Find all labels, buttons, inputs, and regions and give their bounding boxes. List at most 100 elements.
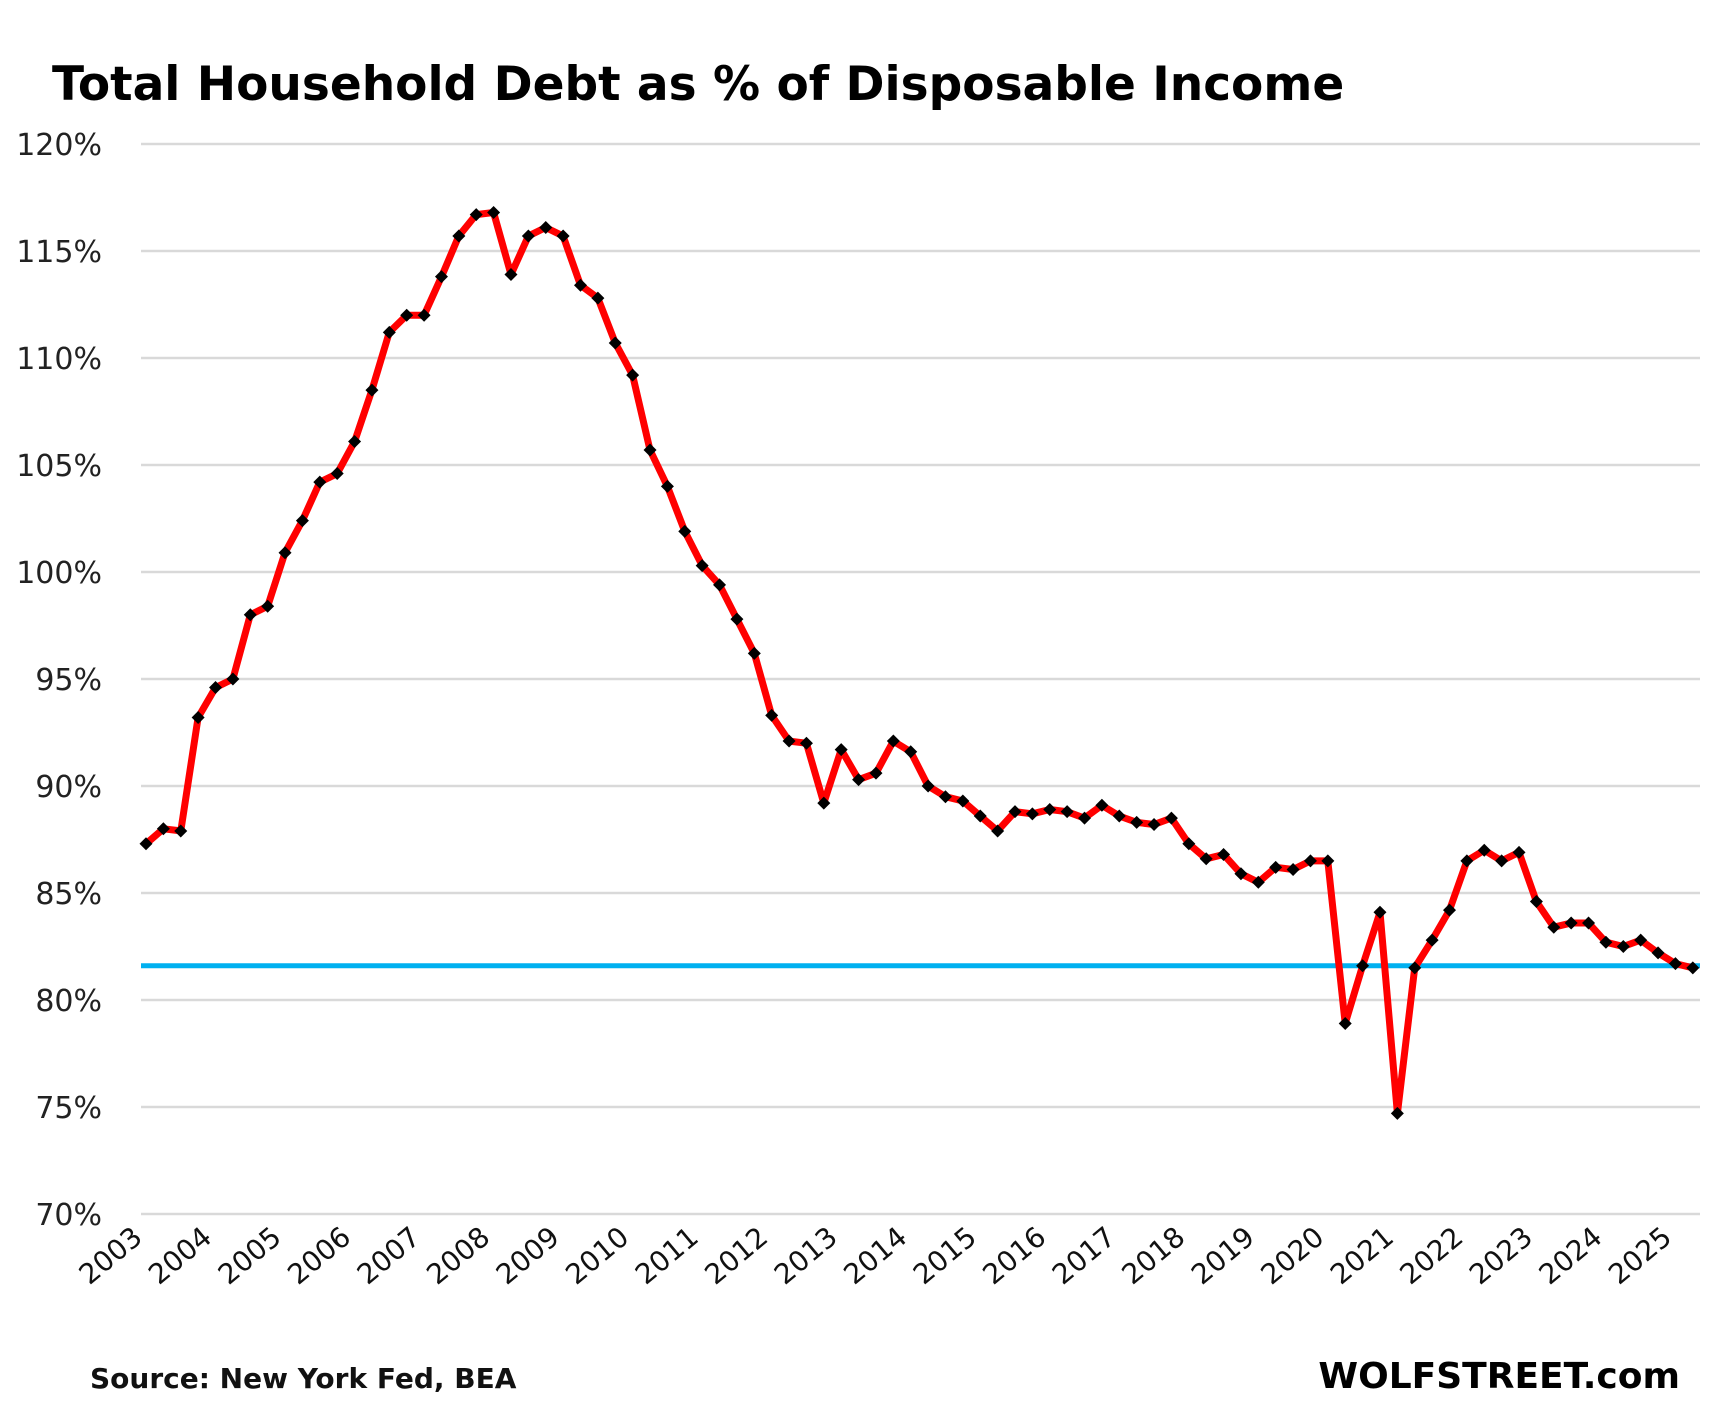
x-tick-label: 2023 <box>1463 1220 1539 1291</box>
data-point <box>1634 933 1648 947</box>
data-point <box>1651 946 1665 960</box>
data-point <box>330 467 344 481</box>
y-tick-label: 120% <box>16 128 102 163</box>
data-point <box>730 612 744 626</box>
data-point <box>504 268 518 282</box>
data-point <box>608 336 622 350</box>
data-point <box>869 766 883 780</box>
data-point <box>400 308 414 322</box>
data-point <box>556 229 570 243</box>
data-point <box>904 745 918 759</box>
y-tick-label: 115% <box>16 235 102 270</box>
data-point <box>417 308 431 322</box>
data-point <box>643 443 657 457</box>
y-tick-label: 70% <box>35 1198 102 1233</box>
series-group <box>139 205 1700 1120</box>
data-point <box>243 608 257 622</box>
y-tick-label: 110% <box>16 342 102 377</box>
gridlines <box>141 142 1700 1216</box>
data-point <box>834 743 848 757</box>
data-point <box>678 524 692 538</box>
data-point <box>261 599 275 613</box>
data-point <box>1025 807 1039 821</box>
x-tick-label: 2011 <box>629 1220 705 1291</box>
series-line <box>143 209 1694 1117</box>
data-point <box>469 208 483 222</box>
data-point <box>973 809 987 823</box>
x-tick-label: 2024 <box>1533 1220 1609 1291</box>
data-point <box>574 278 587 292</box>
data-point <box>591 291 605 305</box>
y-tick-label: 85% <box>35 877 102 912</box>
data-point <box>1043 803 1057 817</box>
x-tick-label: 2008 <box>420 1220 496 1291</box>
data-point <box>852 773 866 787</box>
y-tick-label: 90% <box>35 770 102 805</box>
data-point <box>1234 867 1248 881</box>
data-point <box>156 822 170 836</box>
data-point <box>782 734 796 748</box>
brand-logo-text: WOLFSTREET.com <box>1318 1356 1680 1397</box>
data-point <box>1008 805 1022 819</box>
x-tick-label: 2006 <box>281 1220 357 1291</box>
x-tick-label: 2019 <box>1185 1220 1261 1291</box>
data-point <box>626 368 640 382</box>
data-point <box>1338 1017 1352 1031</box>
data-point <box>1251 875 1265 889</box>
data-point <box>278 546 292 560</box>
data-point <box>1303 854 1317 868</box>
data-point <box>1060 805 1074 819</box>
data-point <box>921 779 935 793</box>
x-tick-label: 2013 <box>768 1220 844 1291</box>
data-point <box>139 837 153 851</box>
x-tick-label: 2018 <box>1115 1220 1191 1291</box>
data-point <box>1460 854 1474 868</box>
x-tick-label: 2012 <box>698 1220 774 1291</box>
data-point <box>1408 961 1422 975</box>
data-point <box>434 270 448 284</box>
data-point <box>521 229 535 243</box>
x-tick-label: 2022 <box>1394 1220 1470 1291</box>
y-tick-label: 105% <box>16 449 102 484</box>
data-point <box>1078 811 1092 825</box>
data-point <box>1599 935 1613 949</box>
x-tick-label: 2014 <box>837 1220 913 1291</box>
data-point <box>1616 940 1630 953</box>
data-point <box>209 681 223 695</box>
data-point <box>1269 860 1283 874</box>
data-point <box>1686 961 1700 975</box>
x-tick-label: 2020 <box>1255 1220 1331 1291</box>
data-point <box>1321 854 1335 868</box>
data-point <box>539 220 553 234</box>
x-tick-label: 2009 <box>490 1220 566 1291</box>
data-point <box>348 434 362 448</box>
data-point <box>956 794 970 808</box>
data-point <box>1356 959 1370 973</box>
y-tick-label: 100% <box>16 556 102 591</box>
y-axis-ticks: 70% 75% 80% 85% 90% 95% 100% 105% 110% 115% 120% <box>16 128 102 1233</box>
x-tick-label: 2007 <box>351 1220 427 1291</box>
data-point <box>1130 815 1144 829</box>
data-point <box>313 475 327 489</box>
data-point <box>817 796 831 810</box>
data-point <box>382 325 396 339</box>
data-point <box>1112 809 1126 823</box>
data-point <box>747 646 761 660</box>
data-point <box>1373 905 1387 919</box>
x-axis-ticks: 2003200420052006200720082009201020112012… <box>73 1220 1678 1291</box>
data-point <box>695 559 709 573</box>
data-point <box>1582 916 1596 930</box>
data-point <box>1390 1106 1404 1120</box>
data-point <box>365 383 379 397</box>
data-point <box>191 711 205 725</box>
y-tick-label: 75% <box>35 1091 102 1126</box>
chart-title: Total Household Debt as % of Disposable … <box>52 57 1344 112</box>
data-point <box>1495 854 1509 868</box>
y-tick-label: 95% <box>35 663 102 698</box>
data-point <box>1477 843 1491 857</box>
data-point <box>1217 847 1231 861</box>
data-point <box>1668 957 1682 971</box>
y-tick-label: 80% <box>35 984 102 1019</box>
data-point <box>1095 798 1109 812</box>
